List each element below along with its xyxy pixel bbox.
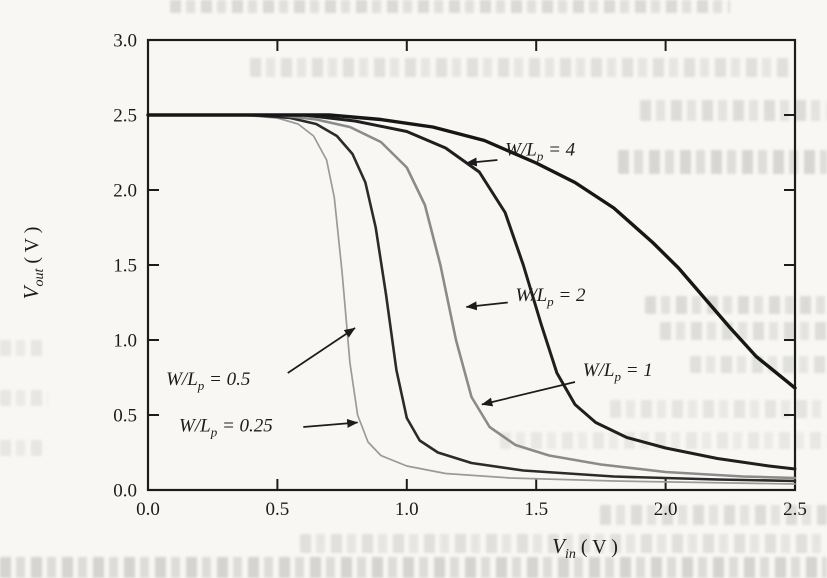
annotation-label-wlp-0.5: W/Lp = 0.5 (166, 369, 250, 393)
vtc-curve-wlp-0.25 (147, 114, 796, 485)
x-tick-label: 2.0 (654, 499, 678, 520)
y-tick-label: 1.0 (113, 331, 137, 352)
x-tick-label: 1.5 (524, 499, 548, 520)
x-tick-label: 0.0 (136, 499, 160, 520)
vtc-curve-wlp-2 (146, 113, 797, 471)
x-axis-label: Vin ( V ) (552, 534, 618, 562)
x-tick-label: 2.5 (783, 499, 807, 520)
annotation-label-wlp-4: W/Lp = 4 (505, 140, 576, 164)
annotation-label-wlp-2: W/Lp = 2 (515, 285, 586, 309)
annotation-arrow (465, 301, 508, 311)
annotation-arrow (287, 327, 356, 374)
annotation-label-wlp-0.25: W/Lp = 0.25 (179, 416, 273, 440)
vtc-curve-wlp-1 (146, 113, 797, 480)
y-tick-label: 0.0 (113, 481, 137, 502)
y-axis-label: Vout ( V ) (19, 227, 47, 300)
annotation-arrow (481, 381, 576, 407)
y-tick-label: 2.5 (113, 106, 137, 127)
x-tick-label: 1.0 (395, 499, 419, 520)
y-tick-label: 0.5 (113, 406, 137, 427)
vtc-curve-wlp-4 (146, 113, 797, 390)
vtc-curve-wlp-0.5 (146, 113, 797, 483)
annotation-arrow (465, 157, 498, 167)
y-tick-label: 3.0 (113, 31, 137, 52)
annotation-arrow (303, 418, 359, 428)
y-tick-label: 2.0 (113, 181, 137, 202)
y-tick-label: 1.5 (113, 256, 137, 277)
annotation-label-wlp-1: W/Lp = 1 (583, 360, 653, 384)
x-tick-label: 0.5 (266, 499, 290, 520)
